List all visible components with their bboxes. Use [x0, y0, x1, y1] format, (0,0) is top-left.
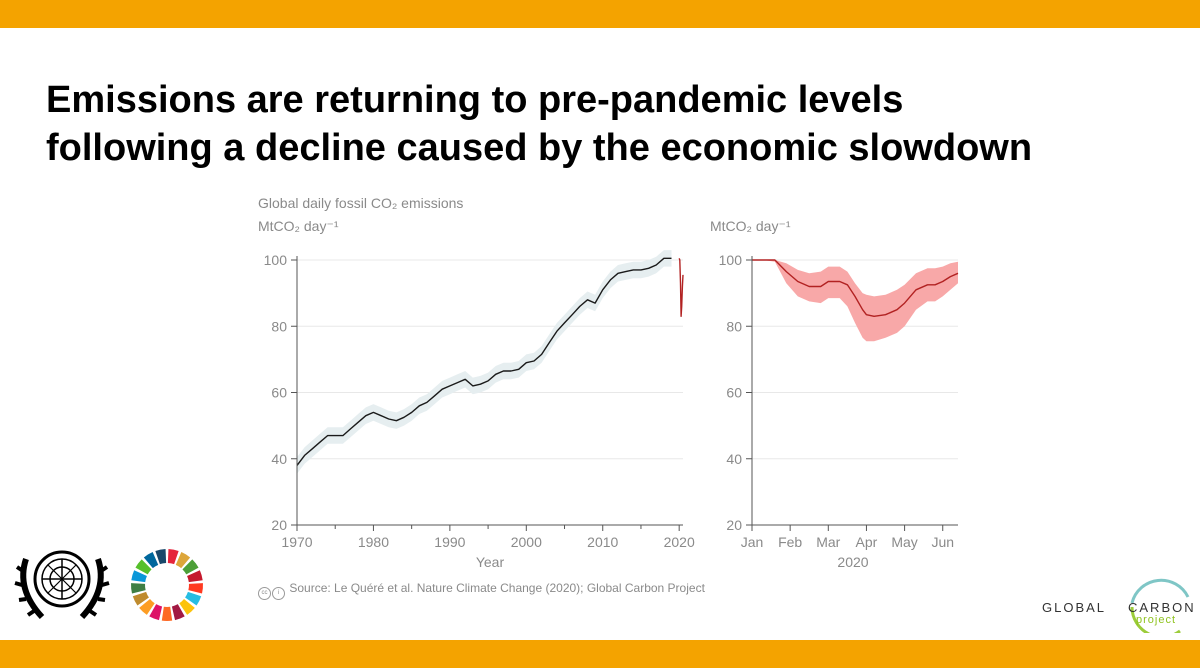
- sdg-segment: [182, 559, 199, 575]
- y-tick-label: 60: [271, 385, 287, 401]
- global-carbon-project-logo: GLOBAL CARBON project: [1040, 573, 1194, 633]
- sdg-segment: [131, 583, 146, 594]
- x-tick-label: Apr: [856, 534, 878, 550]
- sdg-segment: [175, 551, 191, 569]
- x-tick-label: 2010: [587, 534, 618, 550]
- x-tick-label: 1970: [281, 534, 312, 550]
- sdg-segment: [179, 598, 195, 615]
- uncertainty-band: [297, 250, 672, 474]
- gcp-sub: project: [1136, 614, 1177, 626]
- x-tick-label: Feb: [778, 534, 802, 550]
- sdg-segment: [167, 549, 179, 565]
- y-tick-label: 40: [271, 451, 287, 467]
- sdg-segment: [187, 570, 203, 583]
- source-text: Source: Le Quéré et al. Nature Climate C…: [289, 581, 705, 595]
- cc-by-icon: cc: [258, 587, 271, 600]
- sdg-segment: [161, 606, 173, 621]
- by-icon: i: [272, 587, 285, 600]
- y-tick-label: 60: [726, 385, 742, 401]
- sdg-segment: [185, 591, 202, 606]
- x-tick-label: May: [891, 534, 917, 550]
- series-line: [296, 257, 672, 466]
- y-tick-label: 100: [719, 252, 743, 268]
- series-line: [752, 259, 959, 317]
- y-tick-label: 100: [264, 252, 288, 268]
- sdg-segment: [139, 598, 155, 615]
- sdg-segment: [171, 604, 185, 621]
- top-brand-bar: [0, 0, 1200, 28]
- gcp-word-2: CARBON: [1128, 600, 1196, 615]
- 2020-emissions-chart: MtCO₂ day⁻¹ 20 40 60 80 100 Jan Feb Mar Apr May Ju…: [710, 218, 959, 570]
- y-tick-label: 20: [271, 517, 287, 533]
- sdg-segment: [143, 551, 159, 569]
- chart-2-xlabel: 2020: [837, 554, 868, 570]
- x-tick-label: 2000: [511, 534, 542, 550]
- x-tick-label: 2020: [664, 534, 695, 550]
- y-tick-label: 80: [726, 318, 742, 334]
- y-tick-label: 40: [726, 451, 742, 467]
- series-line: [678, 258, 684, 317]
- y-tick-label: 20: [726, 517, 742, 533]
- sdg-segment: [132, 591, 149, 606]
- un-emblem-icon: [14, 550, 110, 620]
- gcp-word-1: GLOBAL: [1042, 600, 1107, 615]
- slide-title-line-2: following a decline caused by the econom…: [46, 127, 1033, 169]
- chart-1-ylabel: MtCO₂ day⁻¹: [258, 218, 339, 234]
- chart-2-ylabel: MtCO₂ day⁻¹: [710, 218, 791, 234]
- x-tick-label: Mar: [816, 534, 840, 550]
- sdg-segment: [149, 604, 163, 621]
- sdg-wheel-icon: [131, 549, 203, 621]
- bottom-brand-bar: [0, 640, 1200, 668]
- chart-1-title: Global daily fossil CO₂ emissions: [258, 195, 463, 211]
- chart-1-xlabel: Year: [476, 554, 505, 570]
- source-note: cc i Source: Le Quéré et al. Nature Clima…: [258, 581, 705, 600]
- x-tick-label: 1990: [434, 534, 465, 550]
- uncertainty-band: [752, 260, 958, 342]
- x-tick-label: Jan: [741, 534, 764, 550]
- y-tick-label: 80: [271, 318, 287, 334]
- sdg-segment: [131, 570, 147, 583]
- historical-emissions-chart: Global daily fossil CO₂ emissions MtCO₂ …: [258, 195, 695, 570]
- sdg-segment: [188, 583, 203, 594]
- gcp-arc-icon: [1130, 578, 1190, 633]
- slide-title-line-1: Emissions are returning to pre-pandemic …: [46, 79, 904, 121]
- x-tick-label: 1980: [358, 534, 389, 550]
- slide-title: Emissions are returning to pre-pandemic …: [46, 76, 1166, 172]
- x-tick-label: Jun: [931, 534, 954, 550]
- sdg-segment: [135, 559, 152, 575]
- sdg-segment: [155, 549, 167, 565]
